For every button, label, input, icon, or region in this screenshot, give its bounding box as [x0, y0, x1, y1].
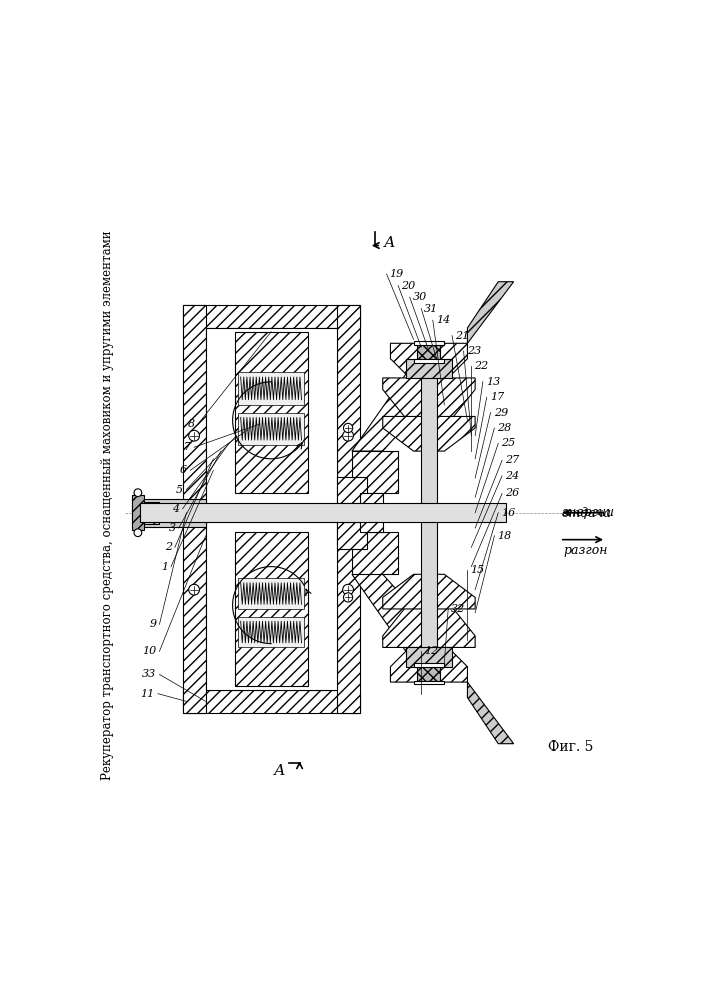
Polygon shape: [352, 343, 467, 451]
Bar: [238, 617, 304, 647]
Text: отдача: отдача: [561, 507, 612, 520]
Bar: [414, 359, 444, 363]
Text: 31: 31: [424, 304, 438, 314]
Text: 5: 5: [176, 485, 183, 495]
Circle shape: [189, 430, 199, 441]
Bar: [337, 305, 360, 713]
Text: 2: 2: [165, 542, 172, 552]
Circle shape: [344, 593, 353, 602]
Text: 4: 4: [173, 504, 180, 514]
Polygon shape: [382, 574, 475, 609]
Text: 20: 20: [402, 281, 416, 291]
Bar: [352, 451, 398, 493]
Bar: [337, 522, 368, 549]
Circle shape: [344, 423, 353, 433]
Text: 27: 27: [506, 455, 520, 465]
Text: 1: 1: [160, 562, 168, 572]
Text: 10: 10: [142, 646, 156, 656]
Bar: [235, 532, 308, 686]
Bar: [182, 690, 360, 713]
Text: 25: 25: [501, 438, 515, 448]
Bar: [132, 495, 144, 530]
Bar: [182, 305, 206, 713]
Text: 18: 18: [498, 531, 512, 541]
Bar: [414, 341, 444, 345]
Text: А: А: [385, 236, 396, 250]
Circle shape: [134, 529, 141, 537]
Text: 6: 6: [180, 465, 187, 475]
Text: Фиг. 5: Фиг. 5: [549, 740, 594, 754]
Bar: [352, 532, 398, 574]
Text: А: А: [274, 764, 285, 778]
Bar: [235, 332, 308, 493]
Polygon shape: [467, 282, 514, 343]
Bar: [182, 305, 360, 328]
Text: 21: 21: [455, 331, 469, 341]
Text: 7: 7: [184, 442, 191, 452]
Text: 17: 17: [490, 392, 504, 402]
Text: 33: 33: [142, 669, 156, 679]
Text: 8: 8: [188, 419, 195, 429]
Bar: [414, 681, 444, 684]
Text: 22: 22: [474, 361, 489, 371]
Text: 14: 14: [436, 315, 450, 325]
Bar: [414, 663, 444, 667]
Text: 15: 15: [471, 565, 485, 575]
Bar: [238, 578, 304, 609]
Text: 9: 9: [149, 619, 156, 629]
Bar: [406, 359, 452, 378]
Bar: [140, 503, 506, 522]
Polygon shape: [382, 597, 475, 647]
Bar: [238, 372, 304, 405]
Text: 13: 13: [486, 377, 500, 387]
Circle shape: [189, 584, 199, 595]
Bar: [337, 477, 368, 503]
Text: 19: 19: [390, 269, 404, 279]
Polygon shape: [382, 416, 475, 451]
Text: 11: 11: [141, 689, 155, 699]
Bar: [406, 647, 452, 667]
Bar: [421, 374, 437, 651]
Text: 3: 3: [168, 523, 175, 533]
Circle shape: [134, 489, 141, 497]
Bar: [238, 413, 304, 445]
Text: энергии: энергии: [561, 506, 614, 519]
Text: 29: 29: [493, 408, 508, 418]
Polygon shape: [382, 378, 475, 428]
Bar: [206, 328, 337, 690]
Bar: [144, 502, 160, 524]
Text: 26: 26: [506, 488, 520, 498]
Text: 23: 23: [467, 346, 481, 356]
Text: разгон: разгон: [563, 544, 608, 557]
Text: 24: 24: [506, 471, 520, 481]
Polygon shape: [467, 682, 514, 744]
Circle shape: [343, 430, 354, 441]
Polygon shape: [352, 574, 467, 682]
Text: 12: 12: [424, 646, 438, 656]
Bar: [360, 493, 382, 532]
Bar: [417, 345, 440, 359]
Text: 32: 32: [451, 604, 465, 614]
Circle shape: [343, 584, 354, 595]
Text: 16: 16: [501, 508, 515, 518]
Text: 30: 30: [413, 292, 427, 302]
Bar: [417, 667, 440, 681]
Bar: [132, 499, 206, 527]
Text: Рекуператор транспортного средства, оснащенный маховиком и упругими элементами: Рекуператор транспортного средства, осна…: [100, 230, 114, 780]
Text: 28: 28: [498, 423, 512, 433]
